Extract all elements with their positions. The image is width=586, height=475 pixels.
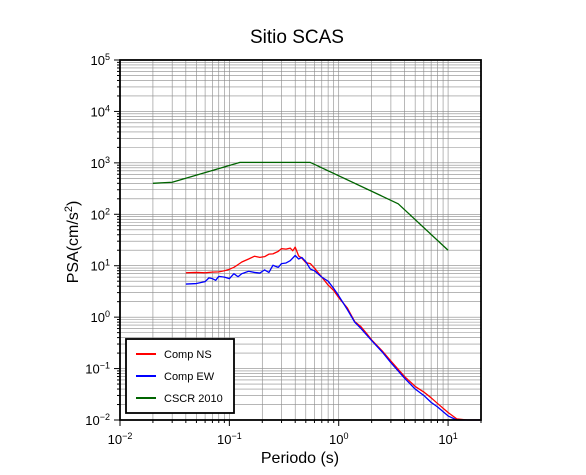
series-layer (152, 161, 481, 421)
legend-label-2: CSCR 2010 (164, 393, 223, 405)
legend-label-1: Comp EW (164, 371, 215, 383)
x-axis-label: Periodo (s) (261, 450, 339, 467)
chart-title: Sitio SCAS (250, 27, 344, 48)
series-line-2 (152, 161, 449, 251)
y-tick-label: 105 (91, 52, 110, 68)
y-tick-label: 10−2 (85, 412, 110, 428)
y-tick-label: 103 (91, 155, 110, 171)
x-tick-label: 100 (329, 431, 348, 447)
x-tick-label: 10−2 (108, 431, 133, 447)
y-axis-label: PSA(cm/s2) (63, 201, 82, 284)
x-tick-label: 10−1 (217, 431, 242, 447)
x-tick-label: 101 (438, 431, 457, 447)
y-tick-label: 10−1 (85, 361, 110, 377)
legend: Comp NS Comp EW CSCR 2010 (125, 338, 235, 414)
legend-label-0: Comp NS (164, 349, 212, 361)
series-line-1 (185, 254, 481, 421)
y-tick-label: 104 (91, 103, 110, 119)
y-tick-label: 101 (91, 258, 110, 274)
plot-frame (119, 59, 482, 421)
y-tick-label: 100 (91, 309, 110, 325)
y-tick-label: 102 (91, 206, 110, 222)
axes-layer: 10−2 10−1 100 101 10−2 10−1 100 101 102 103 104 105 (85, 52, 482, 447)
